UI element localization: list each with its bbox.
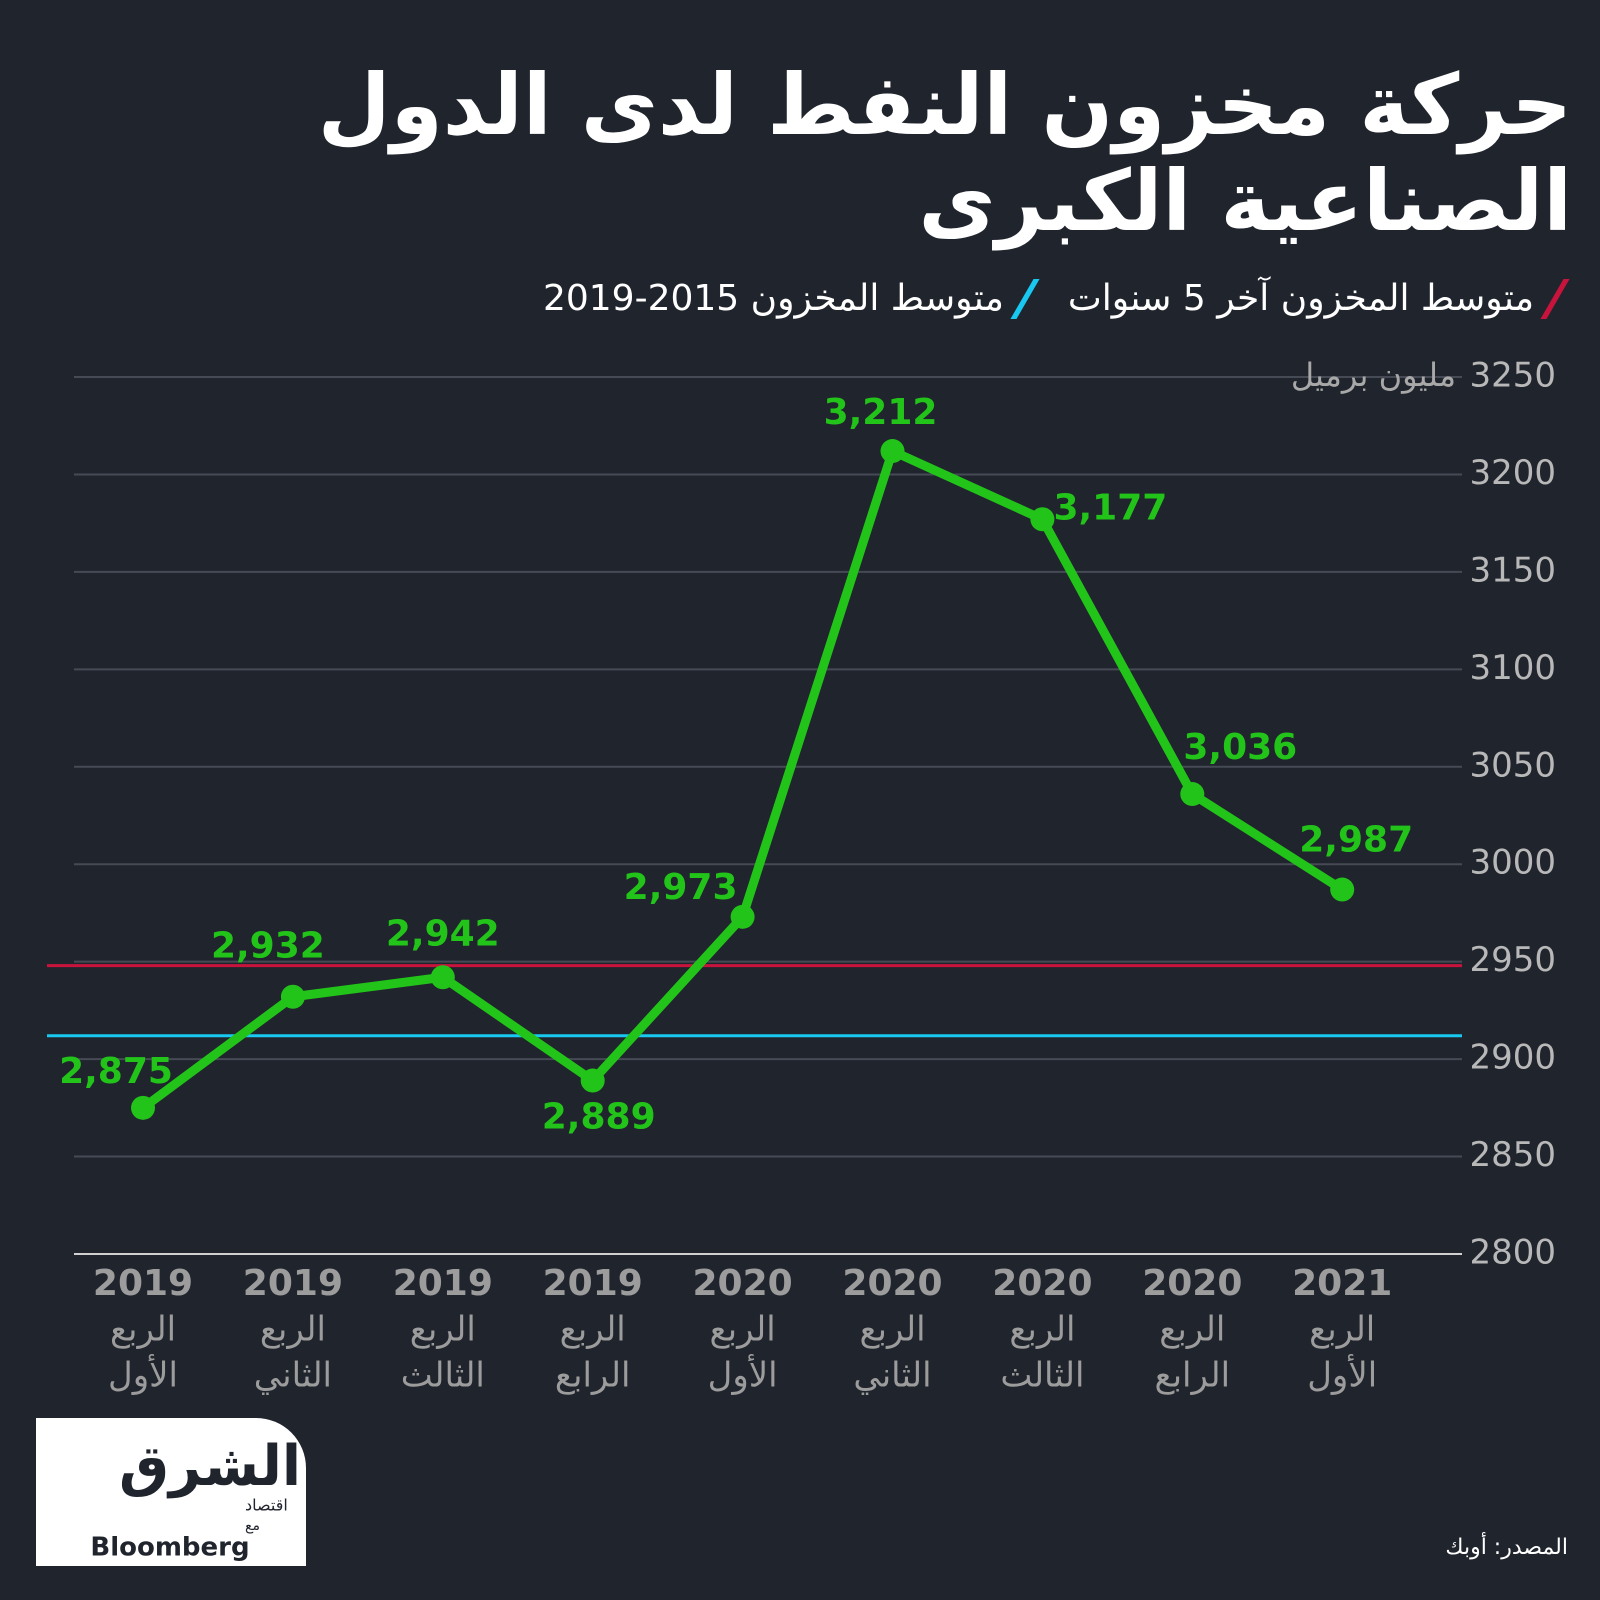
value-label: 3,212 xyxy=(824,392,938,433)
point xyxy=(131,1095,155,1120)
x-tick-label: الربع xyxy=(560,1310,626,1350)
x-tick-label: الربع xyxy=(410,1310,476,1350)
chart-title: الصناعية الكبرى xyxy=(918,152,1572,250)
x-tick-label: الثالث xyxy=(1000,1356,1084,1396)
logo-sub: اقتصاد xyxy=(245,1496,288,1515)
x-tick-label: 2020 xyxy=(692,1263,792,1304)
x-tick-label: الثاني xyxy=(254,1356,332,1396)
value-label: 2,973 xyxy=(624,867,738,908)
point xyxy=(1330,877,1355,902)
point xyxy=(430,965,455,990)
x-tick-label: 2019 xyxy=(93,1263,193,1304)
chart-title: حركة مخزون النفط لدى الدول xyxy=(317,56,1572,154)
point xyxy=(730,904,755,929)
y-tick-label: 2900 xyxy=(1469,1038,1556,1078)
x-tick-label: 2019 xyxy=(393,1263,493,1304)
x-tick-label: الربع xyxy=(710,1310,776,1350)
legend: متوسط المخزون آخر 5 سنوات متوسط المخزون 2… xyxy=(542,278,1570,319)
x-tick-label: الربع xyxy=(110,1310,176,1350)
y-tick-label: 2950 xyxy=(1469,940,1556,980)
legend-label: متوسط المخزون 2015-2019 xyxy=(542,278,1004,319)
value-label: 2,889 xyxy=(542,1097,656,1138)
y-tick-label: 3150 xyxy=(1469,550,1556,590)
x-tick-label: الربع xyxy=(260,1310,326,1350)
y-tick-label: 3100 xyxy=(1469,648,1556,688)
y-axis-label: مليون برميل xyxy=(1291,356,1456,394)
x-tick-label: الأول xyxy=(708,1354,778,1396)
x-tick-label: الرابع xyxy=(555,1356,631,1396)
x-tick-label: الأول xyxy=(108,1354,178,1396)
point xyxy=(880,439,905,464)
x-tick-label: الربع xyxy=(859,1310,925,1350)
y-tick-label: 3000 xyxy=(1469,843,1556,883)
x-tick-label: الربع xyxy=(1309,1310,1375,1350)
line xyxy=(140,446,1345,1112)
logo: الشرق اقتصاد مع Bloomberg xyxy=(36,1418,306,1566)
x-tick-label: الثاني xyxy=(853,1356,931,1396)
x-tick-label: 2019 xyxy=(243,1263,343,1304)
point xyxy=(280,984,305,1009)
x-tick-label: 2020 xyxy=(842,1263,942,1304)
y-tick-label: 3050 xyxy=(1469,745,1556,785)
y-tick-label: 2800 xyxy=(1469,1233,1556,1273)
value-label: 3,036 xyxy=(1183,727,1297,768)
x-tick-label: الربع xyxy=(1159,1310,1225,1350)
x-tick-label: 2020 xyxy=(992,1263,1092,1304)
value-label: 2,987 xyxy=(1299,820,1413,861)
point xyxy=(1030,507,1055,532)
legend-label: متوسط المخزون آخر 5 سنوات xyxy=(1067,278,1534,319)
y-tick-label: 3200 xyxy=(1469,453,1556,493)
value-label: 3,177 xyxy=(1053,487,1167,528)
x-tick-label: الثالث xyxy=(401,1356,485,1396)
logo-brand: الشرق xyxy=(119,1434,301,1499)
logo-partner: Bloomberg xyxy=(90,1533,249,1563)
logo-with: مع xyxy=(245,1518,260,1534)
value-label: 2,875 xyxy=(59,1051,173,1092)
point xyxy=(580,1068,605,1093)
x-tick-label: 2020 xyxy=(1142,1263,1242,1304)
logo-box xyxy=(36,1418,306,1566)
value-label: 2,932 xyxy=(211,926,325,967)
source: المصدر: أوبك xyxy=(1445,1532,1568,1560)
y-tick-label: 3250 xyxy=(1469,356,1556,396)
x-tick-label: الأول xyxy=(1307,1354,1377,1396)
x-tick-label: الربع xyxy=(1009,1310,1075,1350)
value-label: 2,942 xyxy=(386,913,500,954)
point xyxy=(1180,782,1205,807)
x-tick-label: الرابع xyxy=(1155,1356,1231,1396)
y-tick-label: 2850 xyxy=(1469,1135,1556,1175)
x-tick-label: 2019 xyxy=(543,1263,643,1304)
x-tick-label: 2021 xyxy=(1292,1263,1392,1304)
